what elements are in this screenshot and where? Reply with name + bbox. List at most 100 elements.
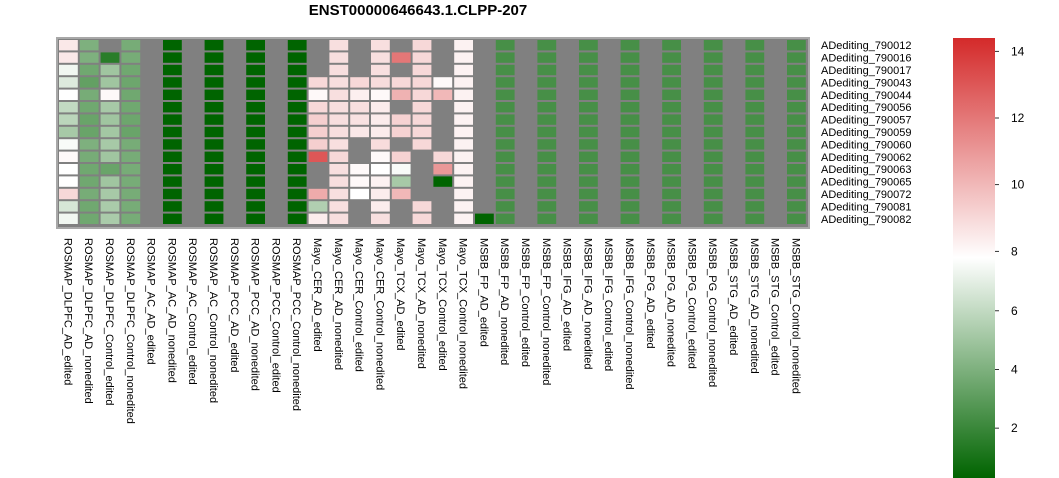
heatmap-cell [391,52,411,63]
heatmap-cell [329,164,349,175]
heatmap-cell [454,126,473,138]
heatmap-cell [391,151,411,162]
heatmap-cell [599,213,619,224]
heatmap-cell [683,102,702,113]
heatmap-cell [766,176,785,187]
heatmap-cell [267,102,286,113]
heatmap-cell [579,64,598,76]
heatmap-cell [59,77,78,88]
heatmap-cell [641,102,661,113]
heatmap-cell [79,114,99,125]
heatmap-cell [308,176,328,187]
heatmap-cell [142,151,161,162]
heatmap-cell [59,164,78,175]
heatmap-cell [495,77,515,88]
heatmap-cell [412,52,432,63]
heatmap-cell [225,126,245,138]
heatmap-cell [59,40,78,51]
heatmap-cell [204,188,224,200]
heatmap-cell [662,52,681,63]
heatmap-cell [329,176,349,187]
heatmap-cell [246,188,265,200]
heatmap-cell [225,176,245,187]
heatmap-cell [558,102,577,113]
heatmap-cell [766,126,785,138]
heatmap-cell [121,64,141,76]
heatmap-cell [579,40,598,51]
heatmap-cell [287,164,307,175]
heatmap-cell [121,188,141,200]
heatmap-cell [599,114,619,125]
heatmap-cell [142,139,161,150]
column-label: MSBB_IFG_AD_edited [561,238,573,351]
heatmap-cell [308,164,328,175]
row-label: ADediting_790082 [821,214,912,226]
heatmap-cell [724,52,744,63]
heatmap-cell [142,126,161,138]
heatmap-cell [662,40,681,51]
heatmap-cell [183,89,203,100]
heatmap-cell [79,151,99,162]
heatmap-cell [350,40,369,51]
heatmap-cell [350,201,369,212]
heatmap-cell [163,114,182,125]
heatmap-cell [142,114,161,125]
heatmap-cell [433,188,453,200]
heatmap-cell [599,151,619,162]
heatmap-cell [724,77,744,88]
heatmap-cell [100,40,120,51]
heatmap-cell [267,164,286,175]
heatmap-cell [579,176,598,187]
color-legend-tick-label: 8 [1011,244,1018,258]
heatmap-cell [329,126,349,138]
heatmap-cell [121,40,141,51]
heatmap-cell [537,52,557,63]
heatmap-cell [475,188,494,200]
heatmap-cell [579,77,598,88]
heatmap-cell [703,64,723,76]
heatmap-cell [79,176,99,187]
heatmap-cell [121,126,141,138]
heatmap-cell [412,64,432,76]
heatmap-cell [537,201,557,212]
heatmap-cell [641,77,661,88]
heatmap-cell [620,201,640,212]
heatmap-cell [787,40,806,51]
column-label: MSBB_FP_AD_edited [477,238,489,347]
column-label: MSBB_PG_Control_edited [685,238,697,369]
heatmap-cell [121,52,141,63]
heatmap-cell [412,188,432,200]
heatmap-cell [454,40,473,51]
heatmap-cell [620,40,640,51]
heatmap-cell [745,213,765,224]
heatmap-cell [121,114,141,125]
heatmap-cell [683,40,702,51]
heatmap-cell [246,102,265,113]
heatmap-cell [641,164,661,175]
heatmap-cell [454,201,473,212]
color-legend: 2 4 6 8 10 12 14 [953,38,1025,478]
heatmap-cell [599,52,619,63]
heatmap-cell [142,77,161,88]
heatmap-cell [724,151,744,162]
heatmap-cell [766,114,785,125]
heatmap-cell [371,188,390,200]
color-legend-tick-label: 6 [1011,304,1018,318]
heatmap-cell [433,176,453,187]
heatmap-cell [329,114,349,125]
heatmap-cell [599,102,619,113]
heatmap-cell [579,201,598,212]
heatmap-cell [558,114,577,125]
heatmap-cell [59,188,78,200]
heatmap-cell [516,52,536,63]
heatmap-cell [79,64,99,76]
heatmap-cell [579,89,598,100]
heatmap-cell [287,89,307,100]
row-label: ADediting_790017 [821,65,912,77]
heatmap-cell [454,77,473,88]
heatmap-cell [371,126,390,138]
heatmap-cell [641,151,661,162]
heatmap-cell [579,52,598,63]
heatmap-cell [308,64,328,76]
heatmap-cell [662,139,681,150]
